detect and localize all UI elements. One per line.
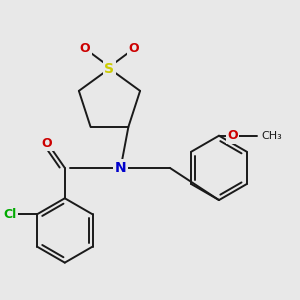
- Text: Cl: Cl: [4, 208, 17, 221]
- Text: O: O: [129, 42, 140, 55]
- Text: O: O: [227, 129, 238, 142]
- Text: S: S: [104, 61, 115, 76]
- Text: N: N: [115, 161, 127, 175]
- Text: O: O: [42, 137, 52, 150]
- Text: CH₃: CH₃: [262, 131, 282, 141]
- Text: O: O: [80, 42, 90, 55]
